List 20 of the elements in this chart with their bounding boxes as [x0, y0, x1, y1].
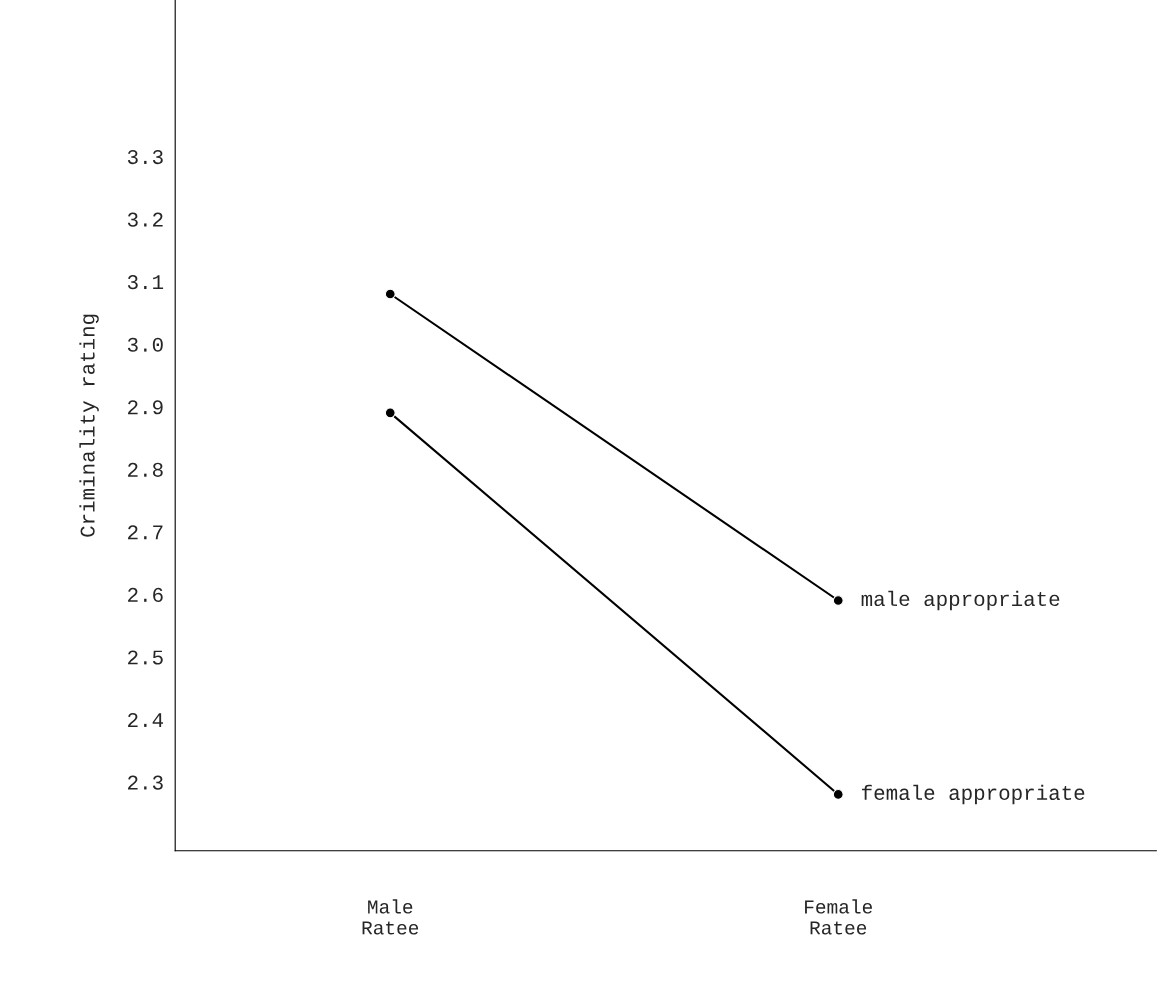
y-tick-label: 2.6 — [128, 587, 163, 603]
y-tick-label: 2.7 — [128, 525, 163, 540]
y-tick-label: 2.8 — [128, 462, 163, 477]
y-tick-label: 3.3 — [127, 150, 163, 165]
x-tick-label: Male Ratee — [362, 899, 419, 935]
point — [384, 407, 396, 419]
series-label: male appropriate — [861, 590, 1060, 611]
y-tick-label: 3.1 — [127, 275, 164, 290]
x-tick-label: Female Ratee — [805, 899, 872, 935]
y-tick-label: 3.0 — [127, 337, 163, 352]
y-tick-label: 2.5 — [128, 650, 163, 665]
y-tick-label: 2.4 — [128, 712, 164, 727]
y-axis-title: Criminality rating — [79, 314, 99, 537]
point — [832, 595, 844, 606]
y-tick-label: 3.2 — [127, 212, 163, 227]
point — [384, 288, 396, 300]
y-tick-label: 2.9 — [128, 400, 163, 415]
point — [832, 789, 844, 800]
y-tick-label: 2.3 — [128, 775, 163, 790]
series-label: female appropriate — [862, 784, 1085, 805]
